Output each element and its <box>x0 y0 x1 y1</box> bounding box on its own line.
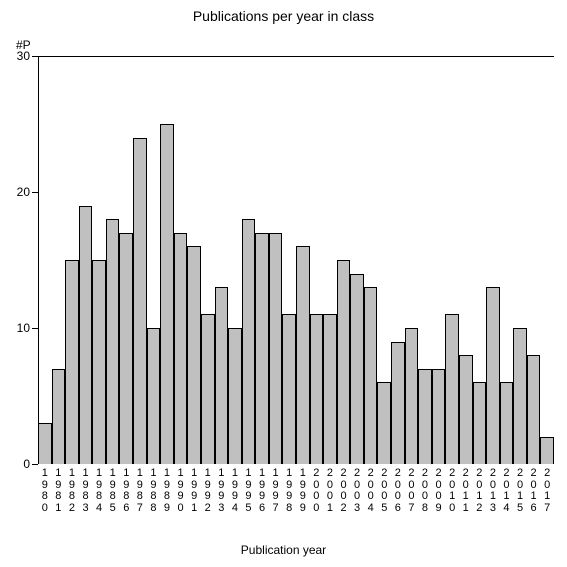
bar <box>310 314 324 464</box>
x-tick-label: 1987 <box>133 468 147 514</box>
bar <box>486 287 500 464</box>
bar <box>269 233 283 464</box>
plot-area: 0102030 <box>38 56 554 464</box>
bar <box>323 314 337 464</box>
x-tick-label: 1997 <box>269 468 283 514</box>
x-axis-title: Publication year <box>0 543 567 557</box>
x-tick-label: 1994 <box>228 468 242 514</box>
bar <box>364 287 378 464</box>
x-tick-label: 2001 <box>323 468 337 514</box>
x-tick-label: 1999 <box>296 468 310 514</box>
x-tick-label: 1996 <box>255 468 269 514</box>
x-tick-label: 2006 <box>391 468 405 514</box>
x-tick-label: 1981 <box>52 468 66 514</box>
x-tick-label: 2013 <box>486 468 500 514</box>
bar <box>500 382 514 464</box>
y-tick <box>32 192 38 193</box>
x-tick-label: 2007 <box>405 468 419 514</box>
bar <box>296 246 310 464</box>
x-tick-label: 2011 <box>459 468 473 514</box>
bar <box>337 260 351 464</box>
bar <box>255 233 269 464</box>
chart-container: Publications per year in class #P 010203… <box>0 0 567 567</box>
bar <box>513 328 527 464</box>
x-tick-label: 1998 <box>282 468 296 514</box>
bar <box>228 328 242 464</box>
x-tick-label: 1990 <box>174 468 188 514</box>
x-tick-label: 2008 <box>418 468 432 514</box>
bar <box>540 437 554 464</box>
bar <box>432 369 446 464</box>
x-tick-label: 1995 <box>242 468 256 514</box>
y-tick-label: 0 <box>23 457 30 471</box>
bar <box>65 260 79 464</box>
x-tick-label: 2014 <box>500 468 514 514</box>
x-tick-label: 1985 <box>106 468 120 514</box>
bar <box>187 246 201 464</box>
bar <box>377 382 391 464</box>
x-tick-label: 2005 <box>377 468 391 514</box>
bar <box>133 138 147 464</box>
y-tick-label: 10 <box>17 321 30 335</box>
bar <box>174 233 188 464</box>
x-tick-label: 2000 <box>310 468 324 514</box>
x-tick-label: 2004 <box>364 468 378 514</box>
y-tick-label: 20 <box>17 185 30 199</box>
x-tick-label: 1982 <box>65 468 79 514</box>
x-tick-label: 2015 <box>513 468 527 514</box>
chart-title: Publications per year in class <box>0 8 567 24</box>
x-tick-label: 1989 <box>160 468 174 514</box>
bar <box>38 423 52 464</box>
y-tick <box>32 56 38 57</box>
x-tick-label: 2017 <box>540 468 554 514</box>
x-tick-label: 1988 <box>147 468 161 514</box>
x-tick-label: 2002 <box>337 468 351 514</box>
bar <box>391 342 405 464</box>
x-tick-label: 1980 <box>38 468 52 514</box>
x-tick-label: 1993 <box>215 468 229 514</box>
x-tick-label: 1991 <box>187 468 201 514</box>
bar <box>242 219 256 464</box>
x-axis-labels: 1980198119821983198419851986198719881989… <box>38 468 554 528</box>
bar <box>282 314 296 464</box>
x-tick-label: 1984 <box>92 468 106 514</box>
bar <box>52 369 66 464</box>
bar <box>160 124 174 464</box>
bar <box>215 287 229 464</box>
bar <box>119 233 133 464</box>
bar <box>79 206 93 464</box>
bar <box>106 219 120 464</box>
bar <box>405 328 419 464</box>
x-tick-label: 1983 <box>79 468 93 514</box>
bar <box>418 369 432 464</box>
x-tick-label: 2010 <box>445 468 459 514</box>
bar <box>527 355 541 464</box>
y-tick-label: 30 <box>17 49 30 63</box>
x-tick-label: 2012 <box>473 468 487 514</box>
bar <box>473 382 487 464</box>
bar <box>201 314 215 464</box>
x-tick-label: 2003 <box>350 468 364 514</box>
x-tick-label: 2016 <box>527 468 541 514</box>
x-tick-label: 1992 <box>201 468 215 514</box>
bar <box>350 274 364 464</box>
y-tick <box>32 464 38 465</box>
bar <box>92 260 106 464</box>
bar <box>147 328 161 464</box>
x-tick-label: 1986 <box>119 468 133 514</box>
y-tick <box>32 328 38 329</box>
bar <box>445 314 459 464</box>
bar <box>459 355 473 464</box>
x-tick-label: 2009 <box>432 468 446 514</box>
